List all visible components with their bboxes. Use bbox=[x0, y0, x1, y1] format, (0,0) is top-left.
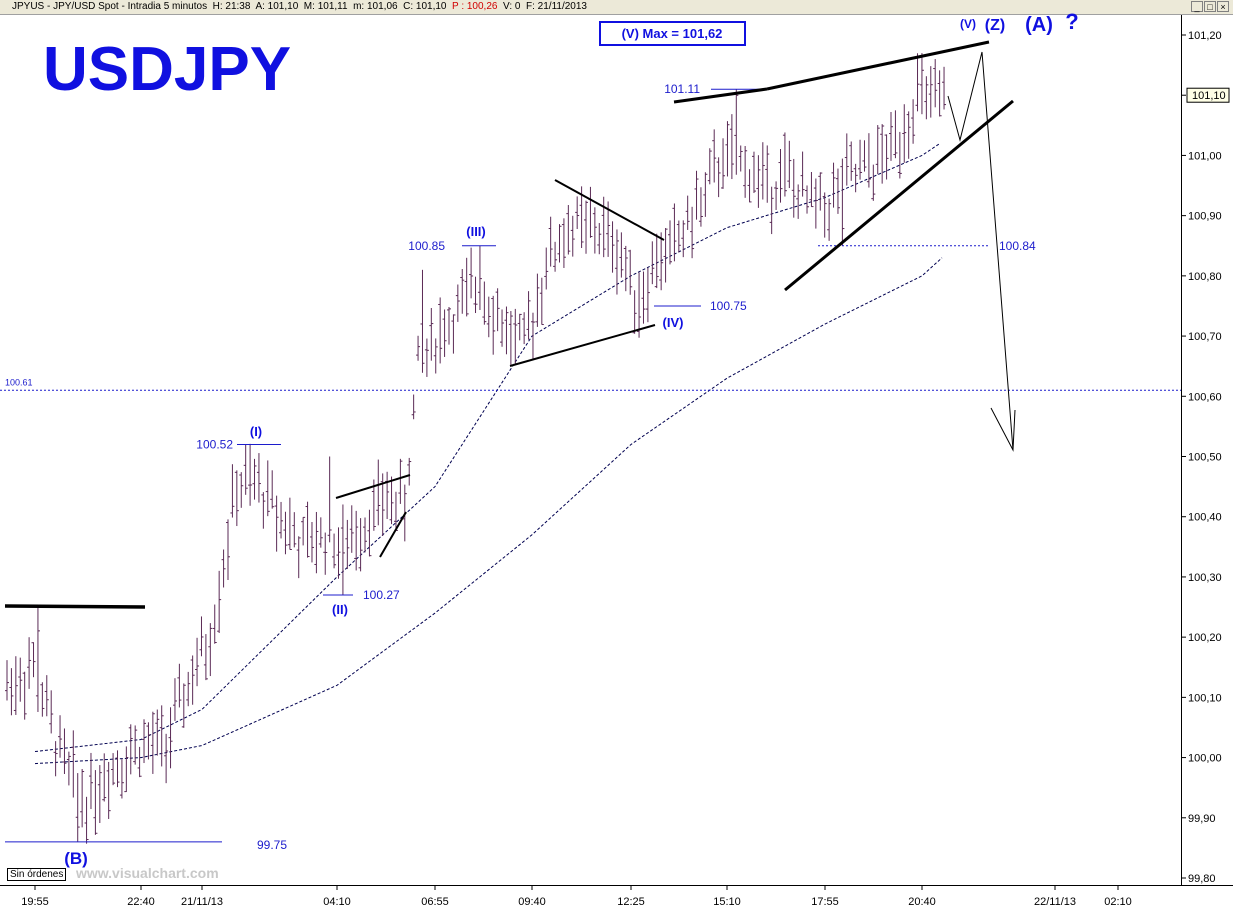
price-level-label: 100.52 bbox=[196, 437, 233, 451]
ohlc-bars-layer bbox=[5, 53, 947, 844]
p-value: P : 100,26 bbox=[452, 1, 498, 12]
projection-path bbox=[947, 51, 1014, 451]
trendline bbox=[766, 40, 990, 91]
orders-status-button[interactable]: Sin órdenes bbox=[7, 868, 67, 881]
trendline bbox=[554, 179, 665, 241]
wave-label: (Z) bbox=[985, 17, 1005, 34]
y-tick-label: 100,80 bbox=[1188, 271, 1222, 283]
x-tick-label: 22:40 bbox=[127, 896, 155, 908]
max-annotation-box bbox=[599, 21, 746, 46]
trendlines-layer bbox=[4, 40, 1016, 609]
trendline bbox=[379, 511, 407, 558]
max-annotation-text: (V) Max = 101,62 bbox=[622, 26, 723, 41]
minimize-button[interactable]: _ bbox=[1191, 1, 1203, 12]
y-tick-label: 100,30 bbox=[1188, 572, 1222, 584]
y-tick-label: 100,50 bbox=[1188, 452, 1222, 464]
y-tick-label: 100,90 bbox=[1188, 211, 1222, 223]
wave-label: (II) bbox=[332, 602, 348, 617]
y-tick-label: 100,60 bbox=[1188, 391, 1222, 403]
y-tick-label: 100,40 bbox=[1188, 512, 1222, 524]
quote-summary: JPYUS - JPY/USD Spot - Intradia 5 minuto… bbox=[12, 1, 587, 12]
x-tick-label: 12:25 bbox=[617, 896, 645, 908]
price-level-label: 100.27 bbox=[363, 588, 400, 602]
price-level-label: 99.75 bbox=[257, 838, 287, 852]
watermark: www.visualchart.com bbox=[76, 865, 219, 881]
trendline bbox=[335, 474, 411, 499]
restore-button[interactable]: □ bbox=[1204, 1, 1216, 12]
last-price-label: 101,10 bbox=[1192, 90, 1226, 102]
slow-moving-average-line bbox=[34, 257, 943, 765]
price-level-label: 101.11 bbox=[664, 82, 700, 96]
y-tick-label: 100,20 bbox=[1188, 632, 1222, 644]
trendline bbox=[784, 99, 1014, 292]
y-tick-label: 101,00 bbox=[1188, 150, 1222, 162]
window-titlebar: JPYUS - JPY/USD Spot - Intradia 5 minuto… bbox=[0, 0, 1233, 15]
trendline bbox=[509, 324, 656, 367]
chart-text-layer: 100.61 99.75 100.52 100.27 100.85 100.75 101.1… bbox=[5, 9, 1079, 868]
moving-average-layer bbox=[34, 142, 943, 765]
wave-label: (IV) bbox=[663, 315, 684, 330]
level-lines-layer bbox=[0, 88, 1181, 843]
price-level-label: 100.75 bbox=[710, 299, 747, 313]
level-100-84-label: 100.84 bbox=[999, 239, 1036, 253]
wave-label: (I) bbox=[250, 424, 262, 439]
y-tick-label: 99,80 bbox=[1188, 873, 1216, 885]
level-100-61-label: 100.61 bbox=[5, 377, 33, 387]
x-tick-label: 06:55 bbox=[421, 896, 449, 908]
wave-label: (B) bbox=[64, 849, 88, 868]
wave-label: ? bbox=[1065, 9, 1078, 34]
axis-labels-layer: 101,20 101,10 101,00 100,90 100,80 100,70 100,… bbox=[21, 30, 1230, 908]
y-tick-label: 100,70 bbox=[1188, 331, 1222, 343]
y-tick-label: 99,90 bbox=[1188, 813, 1216, 825]
last-price-box bbox=[1186, 87, 1230, 103]
wave-label: (V) bbox=[960, 17, 976, 31]
x-tick-label: 09:40 bbox=[518, 896, 546, 908]
x-tick-label: 17:55 bbox=[811, 896, 839, 908]
y-tick-label: 100,00 bbox=[1188, 753, 1222, 765]
time-axis[interactable] bbox=[0, 885, 1233, 909]
wave-label: (A) bbox=[1025, 14, 1053, 36]
x-tick-label: 22/11/13 bbox=[1034, 896, 1076, 908]
x-tick-label: 20:40 bbox=[908, 896, 936, 908]
x-tick-label: 19:55 bbox=[21, 896, 49, 908]
x-tick-label: 02:10 bbox=[1104, 896, 1132, 908]
price-level-label: 100.85 bbox=[408, 239, 445, 253]
fast-moving-average-line bbox=[34, 142, 941, 753]
chart-title: USDJPY bbox=[43, 35, 291, 104]
close-button[interactable]: × bbox=[1217, 1, 1229, 12]
x-tick-label: 04:10 bbox=[323, 896, 351, 908]
y-tick-label: 101,20 bbox=[1188, 30, 1222, 42]
y-tick-label: 100,10 bbox=[1188, 692, 1222, 704]
projection-arrowhead bbox=[990, 407, 1016, 452]
x-tick-label: 15:10 bbox=[713, 896, 741, 908]
x-tick-label: 21/11/13 bbox=[181, 896, 223, 908]
price-axis[interactable] bbox=[1181, 15, 1233, 885]
trendline bbox=[673, 87, 768, 104]
trendline bbox=[4, 604, 146, 609]
wave-label: (III) bbox=[466, 224, 486, 239]
